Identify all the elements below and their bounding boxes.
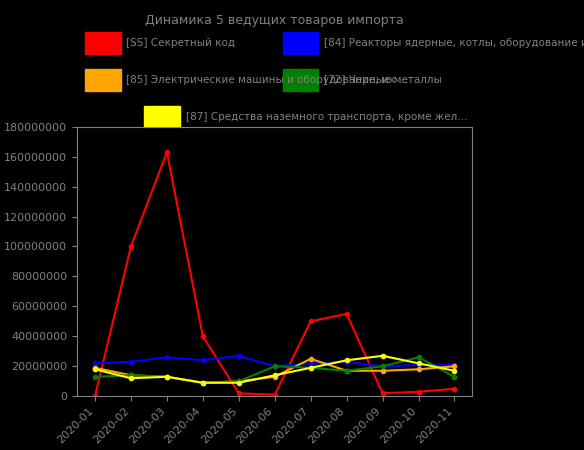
- [85] Электрические машины и оборудование, их ...: [164, 374, 171, 379]
- [SS] Секретный код: [199, 333, 206, 339]
- [87] Средства наземного транспорта, кроме жел...: [451, 368, 458, 373]
- [72] Черные металлы: [415, 355, 422, 360]
- Text: [84] Реакторы ядерные, котлы, оборудование и ...: [84] Реакторы ядерные, котлы, оборудован…: [324, 38, 584, 48]
- [SS] Секретный код: [164, 149, 171, 155]
- [84] Реакторы ядерные, котлы, оборудование и ...: [343, 359, 350, 364]
- [84] Реакторы ядерные, котлы, оборудование и ...: [379, 364, 386, 369]
- [84] Реакторы ядерные, котлы, оборудование и ...: [451, 362, 458, 368]
- [85] Электрические машины и оборудование, их ...: [127, 373, 134, 378]
- [85] Электрические машины и оборудование, их ...: [235, 378, 242, 384]
- [87] Средства наземного транспорта, кроме жел...: [127, 376, 134, 381]
- Text: [72] Черные металлы: [72] Черные металлы: [324, 75, 442, 85]
- [SS] Секретный код: [415, 389, 422, 395]
- [87] Средства наземного транспорта, кроме жел...: [343, 358, 350, 363]
- [87] Средства наземного транспорта, кроме жел...: [164, 374, 171, 379]
- [72] Черные металлы: [127, 373, 134, 378]
- [84] Реакторы ядерные, котлы, оборудование и ...: [127, 359, 134, 364]
- [72] Черные металлы: [235, 378, 242, 384]
- [SS] Секретный код: [127, 244, 134, 249]
- [85] Электрические машины и оборудование, их ...: [451, 364, 458, 369]
- Text: [85] Электрические машины и оборудование, их ...: [85] Электрические машины и оборудование…: [127, 75, 409, 85]
- [84] Реакторы ядерные, котлы, оборудование и ...: [307, 360, 314, 366]
- [84] Реакторы ядерные, котлы, оборудование и ...: [235, 353, 242, 359]
- Text: Динамика 5 ведущих товаров импорта: Динамика 5 ведущих товаров импорта: [145, 14, 404, 27]
- [85] Электрические машины и оборудование, их ...: [271, 374, 278, 379]
- [72] Черные металлы: [164, 374, 171, 379]
- [SS] Секретный код: [343, 311, 350, 317]
- [87] Средства наземного транспорта, кроме жел...: [379, 353, 386, 359]
- [87] Средства наземного транспорта, кроме жел...: [199, 380, 206, 386]
- Line: [SS] Секретный код: [SS] Секретный код: [93, 150, 457, 398]
- [87] Средства наземного транспорта, кроме жел...: [235, 380, 242, 386]
- FancyBboxPatch shape: [85, 32, 120, 54]
- [72] Черные металлы: [379, 364, 386, 369]
- [72] Черные металлы: [271, 364, 278, 369]
- [87] Средства наземного транспорта, кроме жел...: [415, 360, 422, 366]
- [85] Электрические машины и оборудование, их ...: [92, 365, 99, 370]
- [SS] Секретный код: [379, 391, 386, 396]
- [72] Черные металлы: [343, 368, 350, 373]
- [85] Электрические машины и оборудование, их ...: [415, 367, 422, 372]
- [84] Реакторы ядерные, котлы, оборудование и ...: [271, 364, 278, 369]
- [84] Реакторы ядерные, котлы, оборудование и ...: [415, 362, 422, 368]
- [SS] Секретный код: [92, 394, 99, 399]
- FancyBboxPatch shape: [283, 69, 318, 91]
- [SS] Секретный код: [235, 391, 242, 396]
- [84] Реакторы ядерные, котлы, оборудование и ...: [164, 355, 171, 360]
- [87] Средства наземного транспорта, кроме жел...: [307, 365, 314, 370]
- [84] Реакторы ядерные, котлы, оборудование и ...: [199, 358, 206, 363]
- Line: [85] Электрические машины и оборудование, их ...: [85] Электрические машины и оборудование…: [93, 357, 457, 385]
- Line: [72] Черные металлы: [72] Черные металлы: [93, 355, 457, 385]
- [72] Черные металлы: [199, 380, 206, 386]
- [87] Средства наземного транспорта, кроме жел...: [271, 373, 278, 378]
- [85] Электрические машины и оборудование, их ...: [199, 380, 206, 386]
- [72] Черные металлы: [92, 374, 99, 379]
- [85] Электрические машины и оборудование, их ...: [307, 356, 314, 361]
- [SS] Секретный код: [271, 392, 278, 397]
- FancyBboxPatch shape: [283, 32, 318, 54]
- FancyBboxPatch shape: [85, 69, 120, 91]
- Line: [87] Средства наземного транспорта, кроме жел...: [87] Средства наземного транспорта, кром…: [93, 354, 457, 385]
- Text: [SS] Секретный код: [SS] Секретный код: [127, 38, 235, 48]
- Text: [87] Средства наземного транспорта, кроме жел...: [87] Средства наземного транспорта, кром…: [186, 112, 467, 122]
- [85] Электрические машины и оборудование, их ...: [343, 368, 350, 373]
- [87] Средства наземного транспорта, кроме жел...: [92, 367, 99, 372]
- [85] Электрические машины и оборудование, их ...: [379, 368, 386, 373]
- FancyBboxPatch shape: [144, 106, 180, 128]
- [SS] Секретный код: [451, 386, 458, 391]
- [SS] Секретный код: [307, 319, 314, 324]
- [84] Реакторы ядерные, котлы, оборудование и ...: [92, 360, 99, 366]
- Line: [84] Реакторы ядерные, котлы, оборудование и ...: [84] Реакторы ядерные, котлы, оборудован…: [93, 354, 457, 369]
- [72] Черные металлы: [307, 365, 314, 370]
- [72] Черные металлы: [451, 374, 458, 379]
